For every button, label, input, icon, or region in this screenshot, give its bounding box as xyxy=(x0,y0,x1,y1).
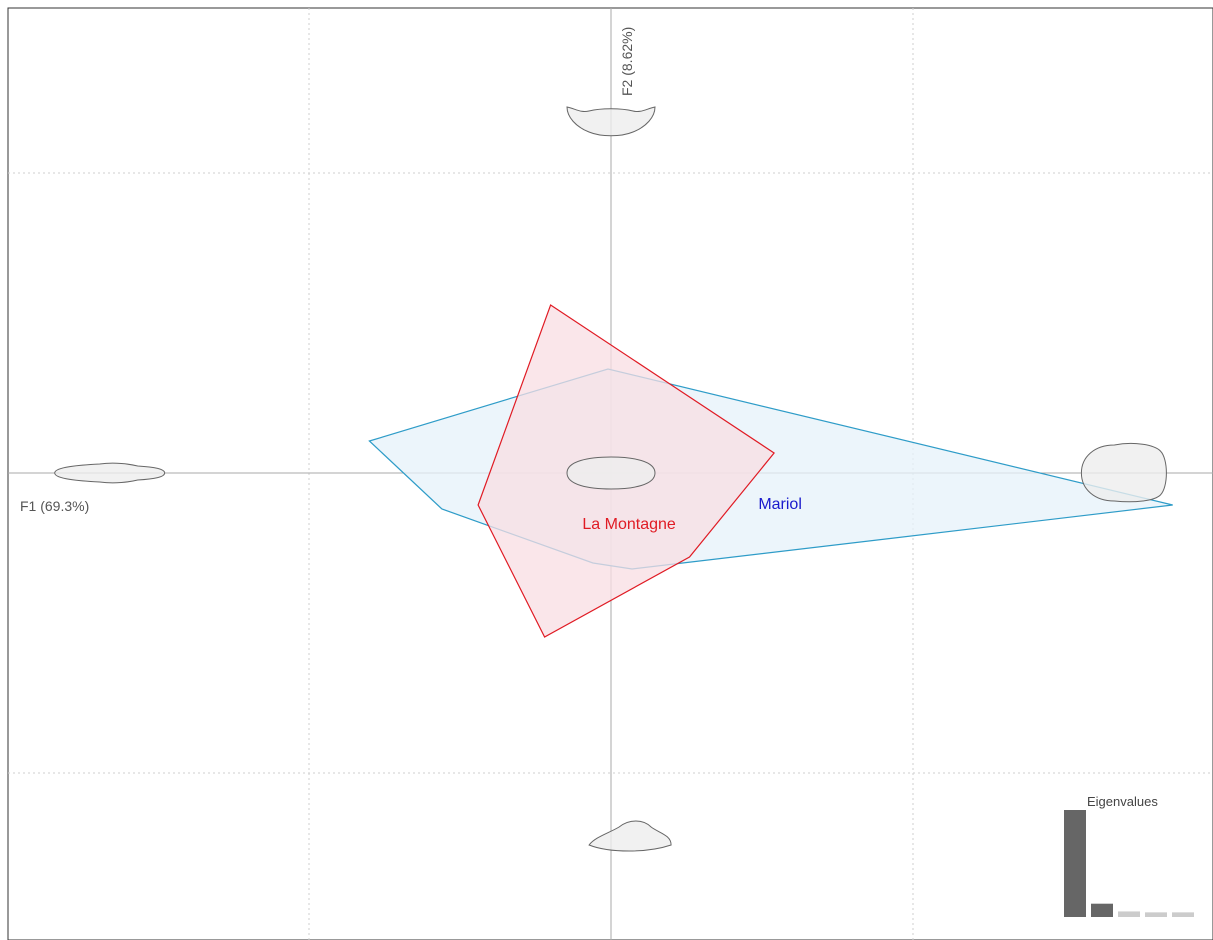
group-labels: La Montagne Mariol xyxy=(582,496,801,533)
eigenvalue-bar-4 xyxy=(1145,912,1167,917)
shape-outline-path-pc1-pos xyxy=(1080,442,1167,503)
shape-outline-pc1-pos xyxy=(1080,442,1167,503)
shape-outline-path-pc2-neg xyxy=(588,820,672,852)
shape-outlines xyxy=(54,106,1167,852)
eigenvalue-bar-5 xyxy=(1172,912,1194,917)
y-axis-label: F2 (8.62%) xyxy=(619,27,635,96)
group-label-mariol: Mariol xyxy=(758,496,802,513)
x-axis-label: F1 (69.3%) xyxy=(20,498,89,514)
eigenvalue-bar-1 xyxy=(1064,810,1086,917)
eigenvalues-inset: Eigenvalues xyxy=(1064,794,1194,917)
eigenvalue-bar-3 xyxy=(1118,911,1140,917)
shape-outline-path-pc2-pos xyxy=(566,106,656,137)
eigenvalues-title: Eigenvalues xyxy=(1087,794,1158,809)
shape-outline-mean xyxy=(566,456,656,490)
shape-outline-pc2-pos xyxy=(566,106,656,137)
shape-outline-path-mean xyxy=(566,456,656,490)
group-label-la-montagne: La Montagne xyxy=(582,516,676,533)
shape-outline-pc1-neg xyxy=(54,462,166,484)
shape-outline-path-pc1-neg xyxy=(54,462,166,484)
eigenvalue-bar-2 xyxy=(1091,903,1113,917)
shape-outline-pc2-neg xyxy=(588,820,672,852)
